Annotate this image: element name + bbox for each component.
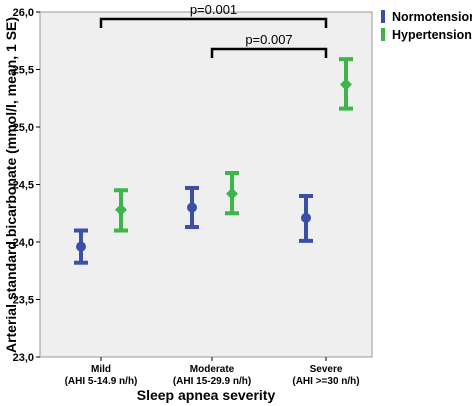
mean-marker xyxy=(76,241,86,252)
significance-bracket xyxy=(99,17,328,28)
x-tick-sublabel: (AHI 15-29.9 n/h) xyxy=(173,376,251,387)
y-tick-label: 25,5 xyxy=(13,65,34,77)
y-tick-label: 24,0 xyxy=(13,237,34,249)
mean-marker xyxy=(115,203,127,216)
y-axis: 23,0 23,5 24,0 24,5 25,0 25,5 26,0 xyxy=(13,7,40,364)
y-axis-title: Arterial standard bicarbonate (mmol/l, m… xyxy=(3,17,19,353)
x-axis-title: Sleep apnea severity xyxy=(137,387,276,403)
errorbar-normotension xyxy=(185,185,199,230)
mean-marker xyxy=(226,187,238,200)
legend-swatch-hypertension xyxy=(381,28,385,41)
x-tick-label: Severe xyxy=(310,364,343,375)
errorbar-normotension xyxy=(74,228,88,265)
errorbar-hypertension xyxy=(114,188,128,233)
legend-swatch-normotension xyxy=(381,10,385,23)
mean-marker xyxy=(340,78,352,91)
plot-background xyxy=(39,11,373,358)
y-tick-label: 26,0 xyxy=(13,7,34,19)
p-value-label: p=0.007 xyxy=(245,32,292,47)
mean-marker xyxy=(301,212,311,223)
y-tick-label: 23,0 xyxy=(13,352,34,364)
y-tick-label: 24,5 xyxy=(13,180,34,192)
errorbar-normotension xyxy=(299,194,313,243)
significance-bracket xyxy=(210,47,328,58)
x-tick-sublabel: (AHI >=30 n/h) xyxy=(292,376,359,387)
legend-label-normotension: Normotension xyxy=(392,10,472,24)
p-value-label: p=0.001 xyxy=(190,2,237,17)
legend: Normotension Hypertension xyxy=(381,10,472,42)
y-tick-label: 25,0 xyxy=(13,122,34,134)
y-tick-label: 23,5 xyxy=(13,295,34,307)
x-tick-sublabel: (AHI 5-14.9 n/h) xyxy=(65,376,138,387)
x-tick-label: Moderate xyxy=(190,364,235,375)
error-bars xyxy=(74,57,353,265)
x-tick-label: Mild xyxy=(91,364,111,375)
x-axis: Mild(AHI 5-14.9 n/h) Moderate(AHI 15-29.9… xyxy=(65,357,360,387)
mean-marker xyxy=(187,202,197,213)
errorbar-hypertension xyxy=(339,57,353,111)
significance-brackets: p=0.001 p=0.007 xyxy=(99,2,328,58)
errorbar-hypertension xyxy=(225,171,239,216)
legend-label-hypertension: Hypertension xyxy=(392,28,472,42)
